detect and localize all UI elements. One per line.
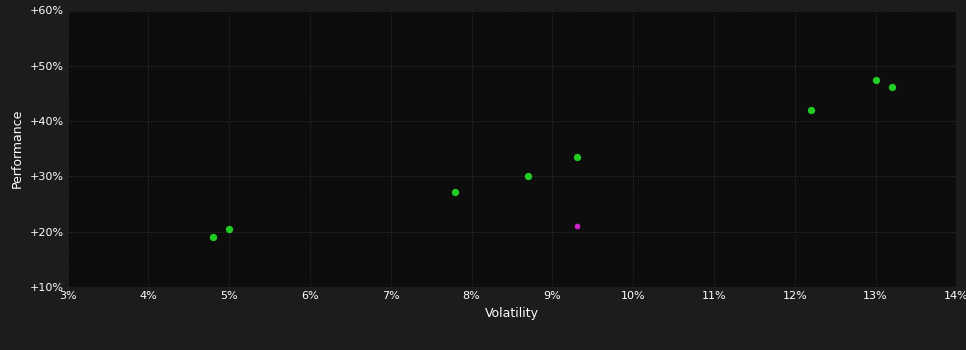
Point xyxy=(884,84,899,90)
Point xyxy=(569,154,584,160)
Point xyxy=(867,77,883,83)
Y-axis label: Performance: Performance xyxy=(11,109,24,188)
Point xyxy=(803,107,818,113)
Point xyxy=(447,189,463,195)
Point xyxy=(569,223,584,229)
Point xyxy=(521,174,536,179)
Point xyxy=(221,226,237,232)
X-axis label: Volatility: Volatility xyxy=(485,307,539,320)
Point xyxy=(206,234,221,240)
